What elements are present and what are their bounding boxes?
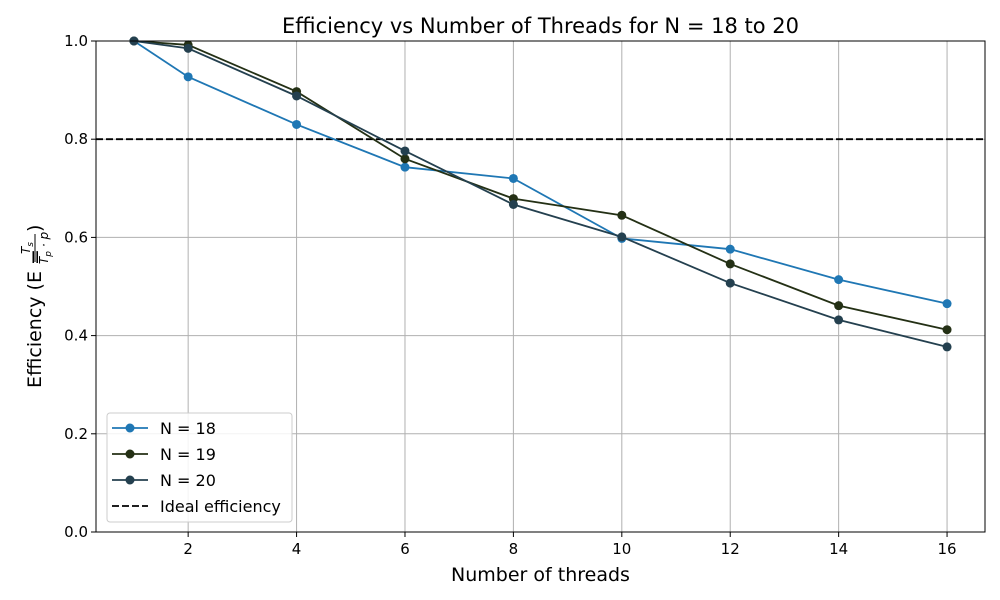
x-tick-label: 12 — [721, 540, 740, 558]
data-point — [183, 72, 193, 82]
legend-label: N = 19 — [160, 445, 216, 464]
data-point — [834, 315, 844, 325]
data-point — [400, 154, 410, 164]
data-point — [942, 342, 952, 352]
x-tick-label: 6 — [400, 540, 410, 558]
data-point — [183, 43, 193, 53]
fraction-denominator-suffix: · p — [37, 232, 51, 251]
data-point — [617, 210, 627, 220]
fraction-numerator: T — [19, 245, 33, 254]
data-point — [725, 244, 735, 254]
x-tick-label: 10 — [612, 540, 631, 558]
y-tick-label: 0.6 — [64, 228, 88, 246]
y-tick-label: 1.0 — [64, 32, 88, 50]
y-axis-label-prefix: Efficiency (E = — [24, 249, 46, 388]
legend-swatch-marker — [125, 449, 135, 459]
legend: N = 18 N = 19 N = 20 Ideal efficiency — [106, 412, 293, 523]
fraction-denominator-sub: p — [44, 251, 54, 258]
plot-area-border — [95, 40, 986, 533]
legend-label: Ideal efficiency — [160, 497, 281, 516]
x-tick-label: 14 — [829, 540, 848, 558]
series-3 — [129, 36, 952, 352]
x-tick-label: 4 — [292, 540, 302, 558]
data-point — [834, 275, 844, 285]
svg-text:Tp · p: Tp · p — [37, 232, 54, 265]
legend-item: Ideal efficiency — [112, 497, 281, 516]
y-axis-label-fraction: Ts Tp · p — [19, 232, 54, 265]
legend-swatch-marker — [125, 475, 135, 485]
x-tick-label: 2 — [183, 540, 193, 558]
series-1 — [129, 36, 952, 309]
legend-box — [106, 412, 293, 523]
data-point — [834, 301, 844, 311]
fraction-numerator-sub: s — [26, 242, 36, 247]
data-point — [508, 200, 518, 210]
data-point — [400, 162, 410, 172]
y-tick-label: 0.4 — [64, 327, 88, 345]
y-axis-label: Efficiency (E = Ts Tp · p ) — [19, 225, 54, 388]
data-point — [942, 299, 952, 309]
fraction-denominator: T — [37, 255, 51, 264]
legend-label: N = 20 — [160, 471, 216, 490]
legend-swatch-marker — [125, 423, 135, 433]
y-tick-label: 0.2 — [64, 425, 88, 443]
x-tick-label: 16 — [938, 540, 957, 558]
data-point — [942, 325, 952, 335]
svg-text:Ts: Ts — [19, 242, 36, 254]
x-axis-label: Number of threads — [451, 564, 630, 586]
y-axis-label-suffix: ) — [24, 225, 46, 232]
y-tick-label: 0.8 — [64, 130, 88, 148]
legend-item: N = 18 — [112, 419, 216, 438]
chart-title: Efficiency vs Number of Threads for N = … — [282, 14, 799, 38]
data-point — [400, 146, 410, 156]
y-tick-label: 0.0 — [64, 523, 88, 541]
ticks: 2 4 6 8 10 12 14 16 0.0 0.2 0.4 0.6 0.8 1.0 — [64, 32, 956, 558]
data-point — [508, 173, 518, 183]
data-point — [725, 278, 735, 288]
data-point — [617, 232, 627, 242]
legend-item: N = 19 — [112, 445, 216, 464]
legend-label: N = 18 — [160, 419, 216, 438]
x-tick-label: 8 — [509, 540, 519, 558]
data-point — [292, 119, 302, 129]
data-point — [292, 91, 302, 101]
data-point — [725, 259, 735, 269]
legend-item: N = 20 — [112, 471, 216, 490]
series-layer — [129, 36, 952, 352]
